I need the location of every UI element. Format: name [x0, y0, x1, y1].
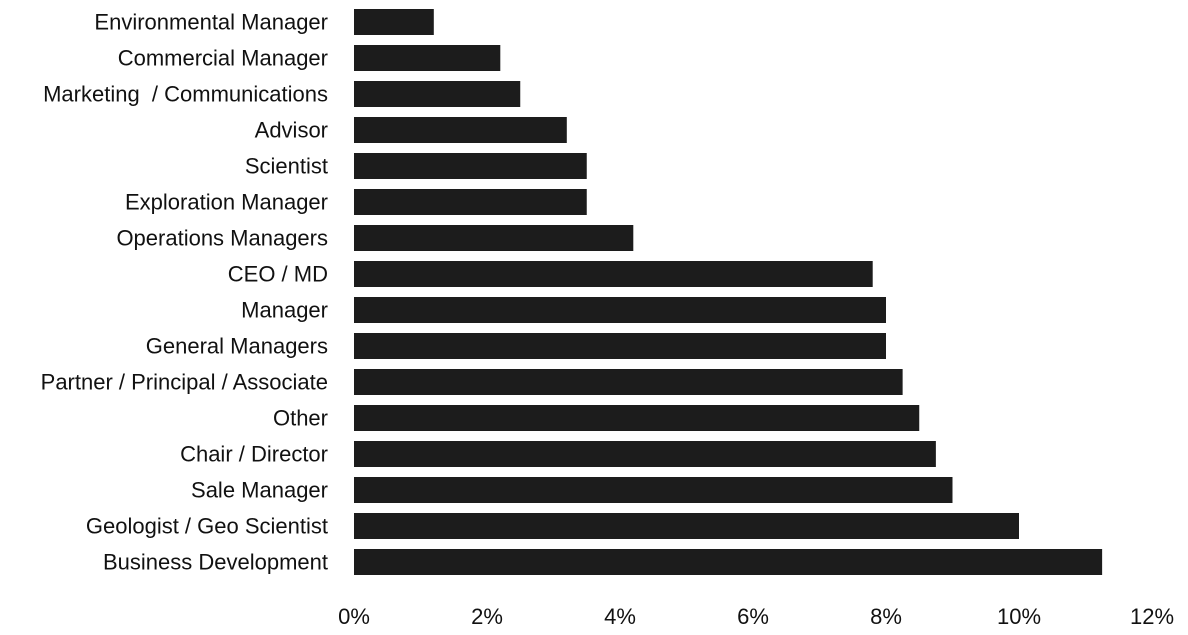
- category-label: Business Development: [103, 550, 328, 575]
- bar: [354, 9, 434, 35]
- category-label: Environmental Manager: [94, 10, 328, 35]
- category-label: Partner / Principal / Associate: [41, 370, 328, 395]
- category-label: Marketing / Communications: [43, 82, 328, 107]
- bar: [354, 513, 1019, 539]
- x-axis-tick-labels: 0% 2% 4% 6% 8% 10% 12%: [338, 604, 1174, 629]
- bar: [354, 261, 873, 287]
- bar: [354, 441, 936, 467]
- category-label: Commercial Manager: [118, 46, 328, 71]
- x-tick-label: 2%: [471, 604, 503, 629]
- bar: [354, 477, 953, 503]
- x-tick-label: 6%: [737, 604, 769, 629]
- category-label: General Managers: [146, 334, 328, 359]
- bar: [354, 549, 1103, 575]
- x-tick-label: 10%: [997, 604, 1041, 629]
- bar: [354, 297, 886, 323]
- category-label: Scientist: [245, 154, 328, 179]
- bar: [354, 45, 501, 71]
- category-label: Manager: [241, 298, 328, 323]
- bar: [354, 369, 903, 395]
- x-tick-label: 0%: [338, 604, 370, 629]
- bar: [354, 405, 920, 431]
- category-label: Chair / Director: [180, 442, 328, 467]
- category-label: Sale Manager: [191, 478, 328, 503]
- bar: [354, 81, 521, 107]
- category-label: Exploration Manager: [125, 190, 328, 215]
- category-labels: Environmental Manager Commercial Manager M…: [41, 10, 328, 575]
- bar: [354, 225, 634, 251]
- category-label: Advisor: [255, 118, 328, 143]
- bar: [354, 117, 567, 143]
- bar: [354, 153, 587, 179]
- bars-group: [354, 9, 1103, 575]
- x-tick-label: 12%: [1130, 604, 1174, 629]
- category-label: Operations Managers: [116, 226, 328, 251]
- bar: [354, 189, 587, 215]
- x-tick-label: 4%: [604, 604, 636, 629]
- category-label: Other: [273, 406, 328, 431]
- x-tick-label: 8%: [870, 604, 902, 629]
- category-label: CEO / MD: [228, 262, 328, 287]
- category-label: Geologist / Geo Scientist: [86, 514, 328, 539]
- bar: [354, 333, 886, 359]
